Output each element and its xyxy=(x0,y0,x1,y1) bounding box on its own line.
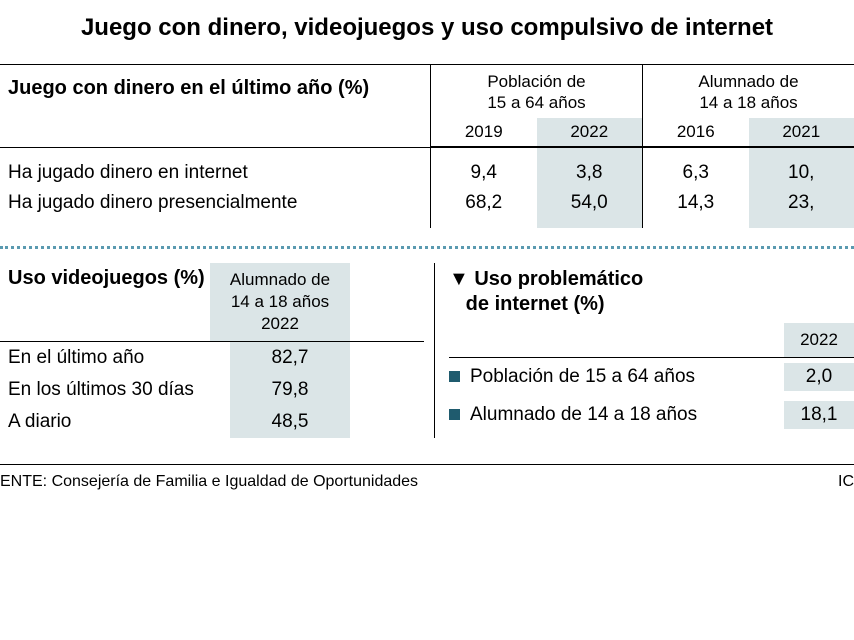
year-2022: 2022 xyxy=(537,118,643,146)
group2-head1: Alumnado de xyxy=(698,72,798,91)
main-title: Juego con dinero, videojuegos y uso comp… xyxy=(0,0,854,64)
videogames-title: Uso videojuegos (%) xyxy=(0,263,210,290)
cell-r1c1: 9,4 xyxy=(431,158,537,188)
cell-r2c1: 68,2 xyxy=(431,188,537,218)
internet-title: ▼ Uso problemático de internet (%) xyxy=(449,263,854,317)
table-gambling-header: Juego con dinero en el último año (%) Po… xyxy=(0,64,854,147)
cell-r2c3: 14,3 xyxy=(643,188,749,218)
group-poblacion: Población de 15 a 64 años 2019 2022 xyxy=(430,65,642,147)
group1-head2: 15 a 64 años xyxy=(487,93,585,112)
cell-r1c3: 6,3 xyxy=(643,158,749,188)
vg-row-3: A diario 48,5 xyxy=(0,406,424,438)
year-2019: 2019 xyxy=(431,118,537,146)
row1-label: Ha jugado dinero en internet xyxy=(8,158,430,188)
internet-section: ▼ Uso problemático de internet (%) 2022 … xyxy=(435,263,854,438)
ip-row-1: Población de 15 a 64 años 2,0 xyxy=(449,358,854,396)
internet-year: 2022 xyxy=(784,323,854,357)
year-2016: 2016 xyxy=(643,118,749,146)
dotted-separator xyxy=(0,246,854,249)
footer: ENTE: Consejería de Familia e Igualdad d… xyxy=(0,464,854,491)
source-prefix: ENTE: xyxy=(0,473,47,490)
vg-row-1: En el último año 82,7 xyxy=(0,342,424,374)
group1-head1: Población de xyxy=(487,72,585,91)
cell-r2c4: 23, xyxy=(749,188,854,218)
row2-label: Ha jugado dinero presencialmente xyxy=(8,188,430,218)
table1-title: Juego con dinero en el último año (%) xyxy=(8,77,430,100)
bullet-icon xyxy=(449,409,460,420)
bullet-icon xyxy=(449,371,460,382)
footer-right: IC xyxy=(838,473,854,491)
group2-head2: 14 a 18 años xyxy=(699,93,797,112)
cell-r1c2: 3,8 xyxy=(537,158,643,188)
vg-row-2: En los últimos 30 días 79,8 xyxy=(0,374,424,406)
source-text: Consejería de Familia e Igualdad de Opor… xyxy=(52,473,418,490)
cell-r1c4: 10, xyxy=(749,158,854,188)
group-alumnado: Alumnado de 14 a 18 años 2016 2021 xyxy=(642,65,854,147)
table-gambling-body: Ha jugado dinero en internet Ha jugado d… xyxy=(0,147,854,228)
videogames-colhead: Alumnado de 14 a 18 años 2022 xyxy=(210,263,350,341)
ip-row-2: Alumnado de 14 a 18 años 18,1 xyxy=(449,396,854,434)
triangle-icon: ▼ xyxy=(449,268,469,290)
cell-r2c2: 54,0 xyxy=(537,188,643,218)
videogames-section: Uso videojuegos (%) Alumnado de 14 a 18 … xyxy=(0,263,435,438)
year-2021: 2021 xyxy=(749,118,854,146)
